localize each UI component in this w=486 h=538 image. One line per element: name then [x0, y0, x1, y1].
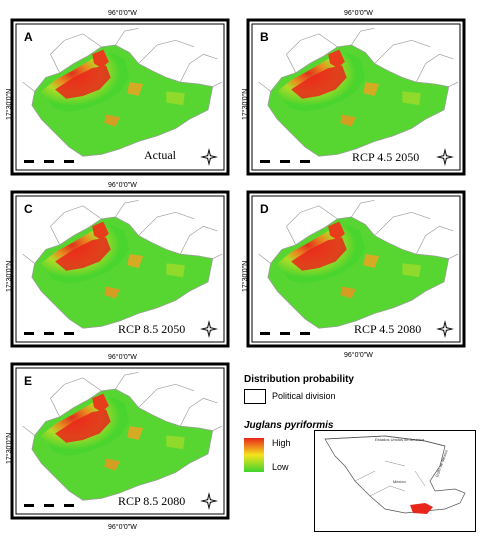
usa-label: Estados Unidos de América: [375, 437, 425, 442]
map-panel-c: 96°0'0"W 17°30'0"N C RCP 8.5 2050: [6, 180, 232, 350]
top-longitude: 96°0'0"W: [108, 10, 137, 17]
map-frame: [246, 190, 466, 348]
scenario-label: RCP 8.5 2050: [118, 322, 186, 336]
map-frame: [10, 18, 230, 176]
high-label: High: [272, 438, 291, 448]
panel-letter: B: [260, 30, 269, 44]
map-panel-e: 96°0'0"W 17°30'0"N E RCP 8.5 2080 96°0'0…: [6, 352, 232, 534]
panel-letter: C: [24, 202, 33, 216]
top-longitude: 96°0'0"W: [108, 182, 137, 189]
scenario-label: RCP 4.5 2080: [354, 322, 422, 336]
scenario-label: RCP 4.5 2050: [352, 150, 420, 164]
legend-title: Distribution probability: [244, 374, 354, 385]
map-panel-a: 96°0'0"W 17°30'0"N A Actual: [6, 8, 232, 178]
side-latitude: 17°30'0"N: [6, 88, 13, 120]
political-division-label: Political division: [272, 391, 336, 401]
map-frame: [10, 190, 230, 348]
side-latitude: 17°30'0"N: [242, 260, 249, 292]
bottom-longitude: 96°0'0"W: [344, 352, 373, 359]
mexico-label: México: [393, 479, 406, 484]
side-latitude: 17°30'0"N: [6, 260, 13, 292]
side-latitude: 17°30'0"N: [242, 88, 249, 120]
scenario-label: RCP 8.5 2080: [118, 494, 186, 508]
inset-map: Estados Unidos de América México Golfo d…: [314, 430, 476, 532]
bottom-longitude: 96°0'0"W: [108, 524, 137, 531]
scenario-label: Actual: [144, 148, 176, 162]
low-label: Low: [272, 462, 289, 472]
map-panel-b: 96°0'0"W 17°30'0"N B RCP 4.5 2050: [242, 8, 468, 178]
color-ramp: [244, 438, 264, 472]
map-frame: [246, 18, 466, 176]
side-latitude: 17°30'0"N: [6, 432, 13, 464]
panel-letter: E: [24, 374, 33, 388]
panel-letter: D: [260, 202, 269, 216]
panel-letter: A: [24, 30, 33, 44]
top-longitude: 96°0'0"W: [108, 354, 137, 361]
map-frame: [10, 362, 230, 520]
political-division-swatch: [244, 389, 266, 404]
top-longitude: 96°0'0"W: [344, 10, 373, 17]
mexico-outline: [324, 435, 466, 514]
species-name: Juglans pyriformis: [244, 420, 334, 431]
map-panel-d: 17°30'0"N D RCP 4.5 2080 96°0'0"W: [242, 180, 468, 359]
